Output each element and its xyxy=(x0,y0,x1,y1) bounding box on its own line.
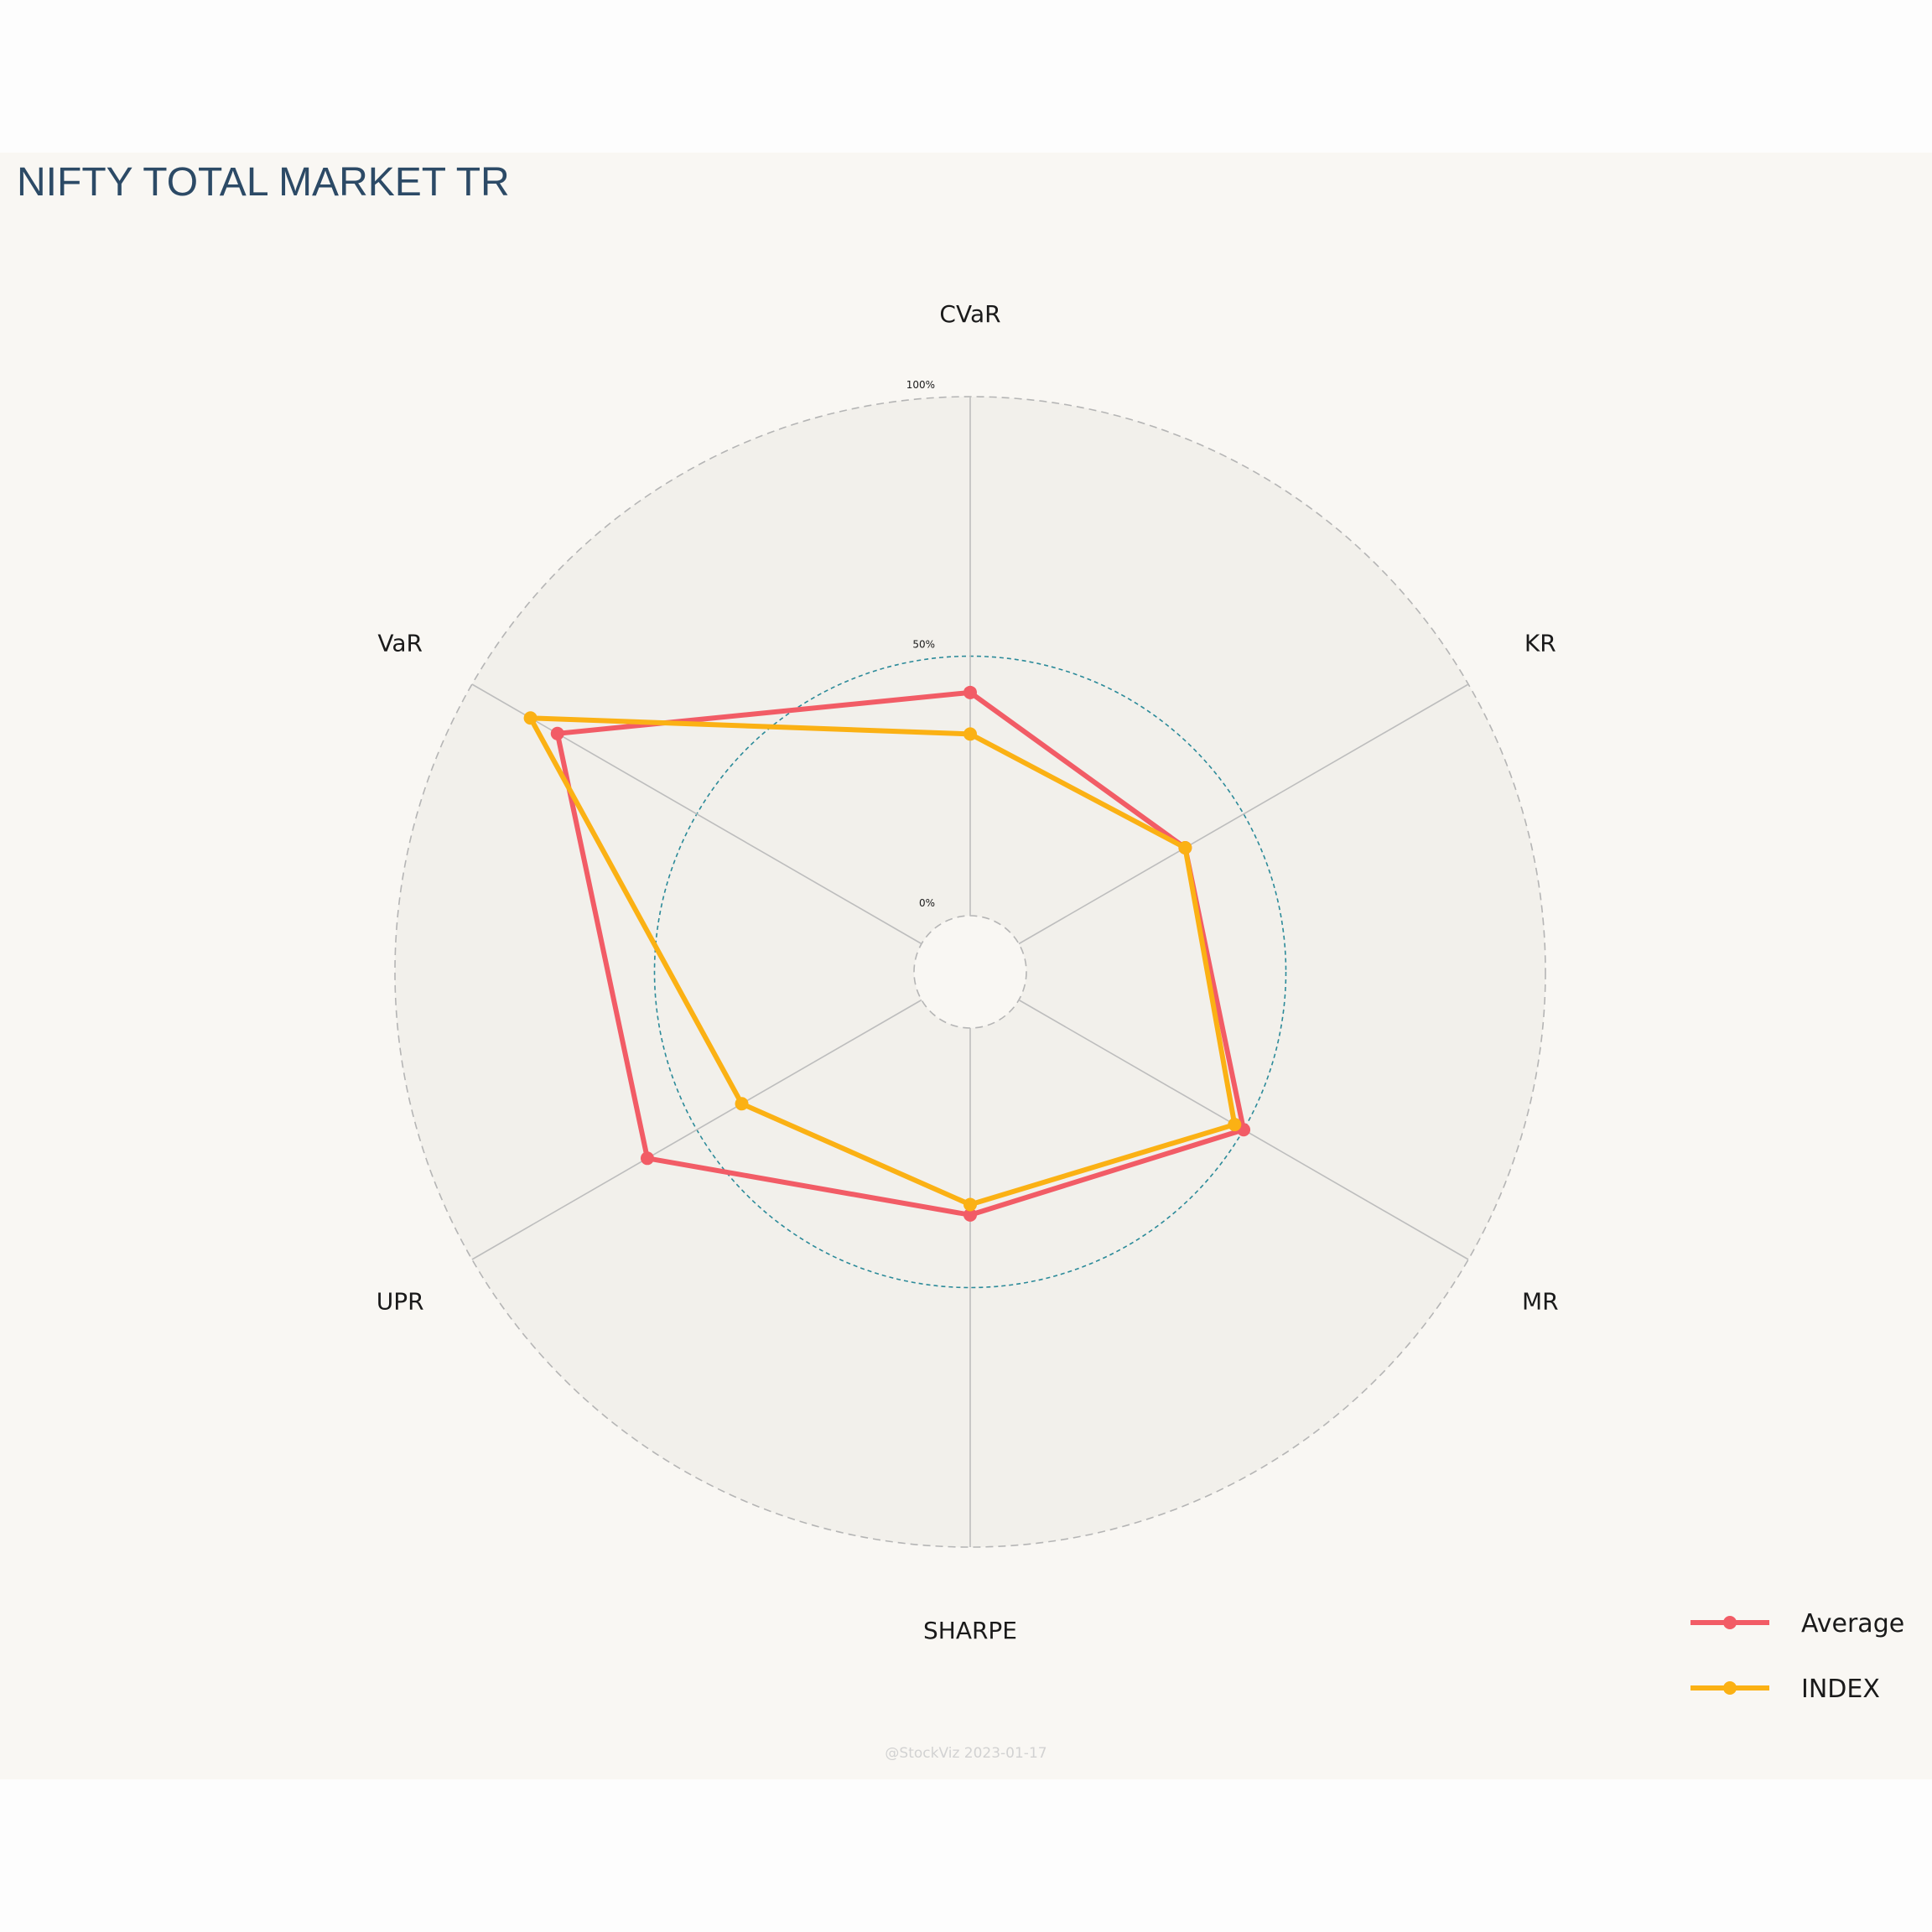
axis-label-sharpe: SHARPE xyxy=(923,1617,1017,1644)
data-point-index-mr xyxy=(1228,1118,1242,1132)
legend-item-index: INDEX xyxy=(1690,1675,1880,1704)
radial-tick-labels: 0% 50% 100% xyxy=(906,379,935,909)
data-point-average-cvar xyxy=(963,685,977,699)
radar-background xyxy=(395,397,1545,1547)
spoke-kr xyxy=(1018,683,1469,945)
data-point-average-var xyxy=(550,726,564,740)
legend-marker xyxy=(1723,1681,1737,1695)
grid-circle-0pct xyxy=(913,915,1027,1029)
legend-marker xyxy=(1723,1616,1737,1629)
spoke-upr xyxy=(471,999,922,1260)
radar-area xyxy=(395,397,1545,1547)
axis-label-var: VaR xyxy=(377,630,423,657)
data-point-index-sharpe xyxy=(963,1197,977,1212)
data-point-index-kr xyxy=(1178,840,1192,854)
legend-item-average: Average xyxy=(1690,1609,1904,1639)
watermark: @StockViz 2023-01-17 xyxy=(885,1745,1046,1762)
data-point-average-upr xyxy=(640,1151,654,1166)
tick-label: 0% xyxy=(919,897,935,909)
legend-label: INDEX xyxy=(1801,1675,1880,1704)
data-point-index-upr xyxy=(735,1097,749,1111)
legend-label: Average xyxy=(1801,1609,1904,1639)
axis-label-cvar: CVaR xyxy=(939,300,1000,328)
axis-labels: CVaR KR MR SHARPE UPR VaR xyxy=(377,300,1559,1644)
series-index xyxy=(523,711,1242,1212)
data-point-index-cvar xyxy=(963,727,977,741)
radar-series xyxy=(523,685,1251,1222)
data-point-average-sharpe xyxy=(963,1208,977,1222)
axis-label-kr: KR xyxy=(1524,630,1556,657)
legend: Average INDEX xyxy=(1690,1609,1904,1704)
tick-label: 50% xyxy=(912,639,935,651)
spoke-var xyxy=(471,683,922,945)
chart-title: NIFTY TOTAL MARKET TR xyxy=(17,160,510,205)
tick-label: 100% xyxy=(906,379,935,391)
axis-label-mr: MR xyxy=(1522,1288,1559,1316)
data-point-index-var xyxy=(523,711,538,725)
axis-label-upr: UPR xyxy=(377,1288,424,1316)
